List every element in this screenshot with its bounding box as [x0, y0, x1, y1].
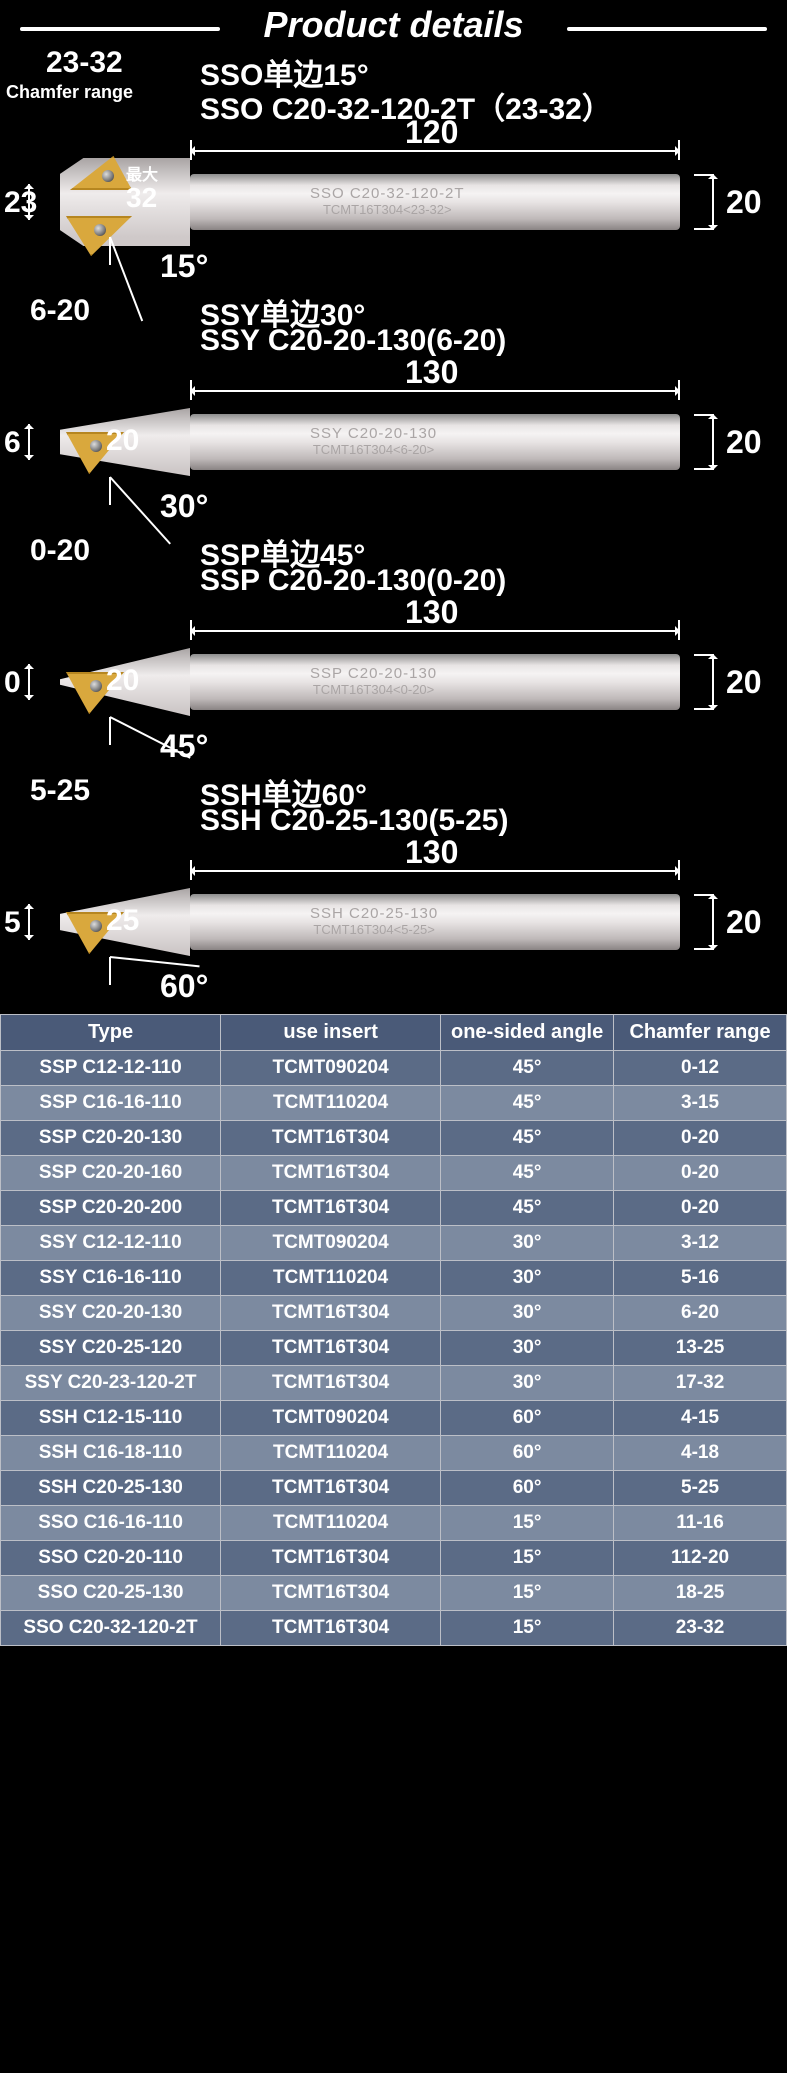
dim-length: 120 [405, 114, 458, 151]
table-row: SSO C16-16-110TCMT11020415°11-16 [1, 1506, 787, 1541]
dim-dia: 20 [726, 904, 762, 941]
dim-dia-line [712, 414, 714, 470]
col-angle: one-sided angle [441, 1015, 614, 1051]
angle-label: 45° [160, 728, 208, 765]
dim-dia: 20 [726, 424, 762, 461]
range-label: 0-20 [30, 534, 90, 568]
col-insert: use insert [221, 1015, 441, 1051]
range-label: 6-20 [30, 294, 90, 328]
col-type: Type [1, 1015, 221, 1051]
dim-dia-line [712, 174, 714, 230]
angle-label: 60° [160, 968, 208, 1005]
dim-length: 130 [405, 834, 458, 871]
table-row: SSP C20-20-160TCMT16T30445°0-20 [1, 1156, 787, 1191]
table-row: SSP C20-20-200TCMT16T30445°0-20 [1, 1191, 787, 1226]
dim-dia: 20 [726, 184, 762, 221]
table-row: SSY C20-25-120TCMT16T30430°13-25 [1, 1331, 787, 1366]
dim-tip: 23 [4, 186, 37, 220]
title2: SSP C20-20-130(0-20) [200, 564, 506, 598]
table-row: SSP C16-16-110TCMT11020445°3-15 [1, 1086, 787, 1121]
tool-diagram: 6-20SSY单边30°SSY C20-20-130(6-20)130SSY C… [0, 294, 787, 534]
screw [90, 440, 102, 452]
table-row: SSY C16-16-110TCMT11020430°5-16 [1, 1261, 787, 1296]
angle-label: 30° [160, 488, 208, 525]
spec-table: Type use insert one-sided angle Chamfer … [0, 1014, 787, 1646]
table-row: SSP C20-20-130TCMT16T30445°0-20 [1, 1121, 787, 1156]
dim-tip: 6 [4, 426, 21, 460]
dim-length: 130 [405, 594, 458, 631]
dim-dia-line [712, 894, 714, 950]
dim-tip: 0 [4, 666, 21, 700]
table-row: SSO C20-20-110TCMT16T30415°112-20 [1, 1541, 787, 1576]
engraving: SSH C20-25-130 TCMT16T304<5-25> [310, 906, 438, 937]
diagram-area: 23-32Chamfer rangeSSO单边15°SSO C20-32-120… [0, 54, 787, 1014]
dim-dia: 20 [726, 664, 762, 701]
dim-dia-line [712, 654, 714, 710]
engraving: SSO C20-32-120-2T TCMT16T304<23-32> [310, 186, 465, 217]
dim-tip: 5 [4, 906, 21, 940]
dim-tip-line [28, 664, 30, 700]
dim-head: 20 [106, 664, 139, 698]
title2: SSY C20-20-130(6-20) [200, 324, 506, 358]
table-row: SSO C20-32-120-2TTCMT16T30415°23-32 [1, 1611, 787, 1646]
tool-diagram: 23-32Chamfer rangeSSO单边15°SSO C20-32-120… [0, 54, 787, 294]
dim-tip-line [28, 424, 30, 460]
table-row: SSP C12-12-110TCMT09020445°0-12 [1, 1051, 787, 1086]
screw [90, 920, 102, 932]
angle-label: 15° [160, 248, 208, 285]
table-row: SSH C20-25-130TCMT16T30460°5-25 [1, 1471, 787, 1506]
screw [102, 170, 114, 182]
dim-head: 25 [106, 904, 139, 938]
table-row: SSO C20-25-130TCMT16T30415°18-25 [1, 1576, 787, 1611]
table-row: SSH C16-18-110TCMT11020460°4-18 [1, 1436, 787, 1471]
engraving: SSP C20-20-130 TCMT16T304<0-20> [310, 666, 437, 697]
tool-diagram: 0-20SSP单边45°SSP C20-20-130(0-20)130SSP C… [0, 534, 787, 774]
range-label: 23-32 [46, 46, 123, 80]
screw [94, 224, 106, 236]
range-label: 5-25 [30, 774, 90, 808]
tool-diagram: 5-25SSH单边60°SSH C20-25-130(5-25)130SSH C… [0, 774, 787, 1014]
screw [90, 680, 102, 692]
dim-head: 20 [106, 424, 139, 458]
chamfer-range-label: Chamfer range [6, 82, 133, 103]
table-row: SSH C12-15-110TCMT09020460°4-15 [1, 1401, 787, 1436]
table-row: SSY C12-12-110TCMT09020430°3-12 [1, 1226, 787, 1261]
col-range: Chamfer range [614, 1015, 787, 1051]
engraving: SSY C20-20-130 TCMT16T304<6-20> [310, 426, 437, 457]
table-row: SSY C20-23-120-2TTCMT16T30430°17-32 [1, 1366, 787, 1401]
title2: SSH C20-25-130(5-25) [200, 804, 508, 838]
dim-head: 最大32 [126, 168, 158, 212]
dim-tip-line [28, 904, 30, 940]
dim-length: 130 [405, 354, 458, 391]
table-row: SSY C20-20-130TCMT16T30430°6-20 [1, 1296, 787, 1331]
